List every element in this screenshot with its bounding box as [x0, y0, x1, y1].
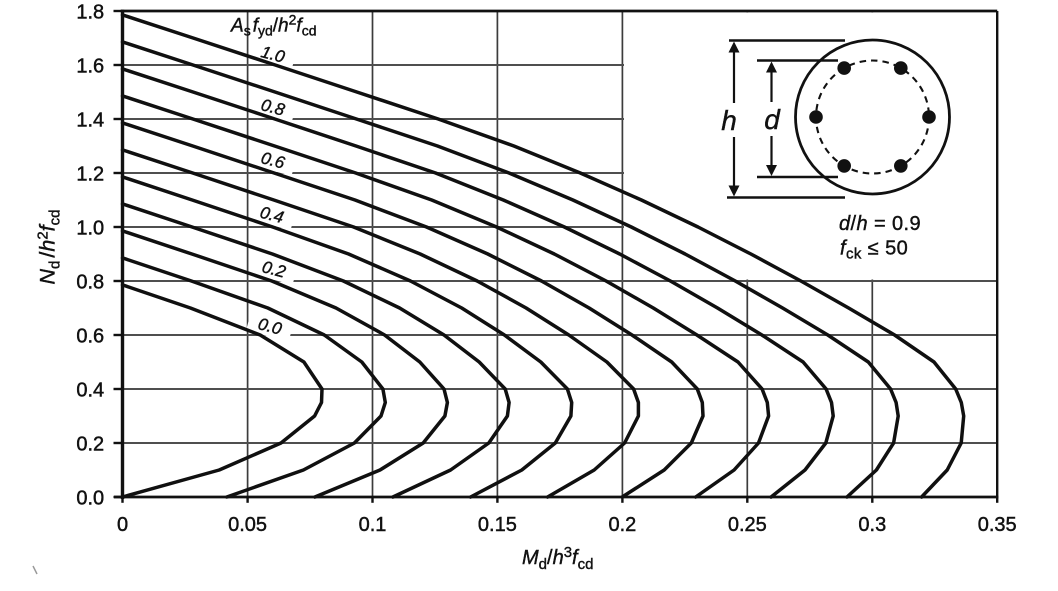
- svg-text:0.1: 0.1: [359, 514, 387, 536]
- svg-text:1.4: 1.4: [76, 109, 104, 131]
- svg-text:0.2: 0.2: [608, 514, 636, 536]
- svg-text:Nd/h2fcd: Nd/h2fcd: [35, 210, 64, 285]
- svg-text:1.6: 1.6: [76, 55, 104, 77]
- svg-text:d: d: [764, 104, 781, 135]
- svg-text:0.4: 0.4: [76, 379, 104, 401]
- svg-text:0.8: 0.8: [76, 271, 104, 293]
- svg-text:0.0: 0.0: [76, 487, 104, 509]
- svg-text:0.4: 0.4: [258, 203, 286, 227]
- svg-text:fck ≤ 50: fck ≤ 50: [840, 238, 908, 263]
- svg-text:1.8: 1.8: [76, 1, 104, 23]
- svg-text:0.05: 0.05: [228, 514, 267, 536]
- svg-text:0.25: 0.25: [728, 514, 767, 536]
- svg-text:0.3: 0.3: [858, 514, 886, 536]
- svg-text:0.15: 0.15: [478, 514, 517, 536]
- svg-text:1.2: 1.2: [76, 163, 104, 185]
- svg-text:1.0: 1.0: [76, 217, 104, 239]
- svg-text:0: 0: [117, 514, 128, 536]
- svg-text:h: h: [721, 105, 737, 136]
- svg-text:0.35: 0.35: [978, 514, 1017, 536]
- svg-text:0.6: 0.6: [76, 325, 104, 347]
- svg-text:Md/h3fcd: Md/h3fcd: [522, 544, 593, 573]
- svg-text:0.2: 0.2: [76, 433, 104, 455]
- svg-text:d/h = 0.9: d/h = 0.9: [839, 213, 921, 235]
